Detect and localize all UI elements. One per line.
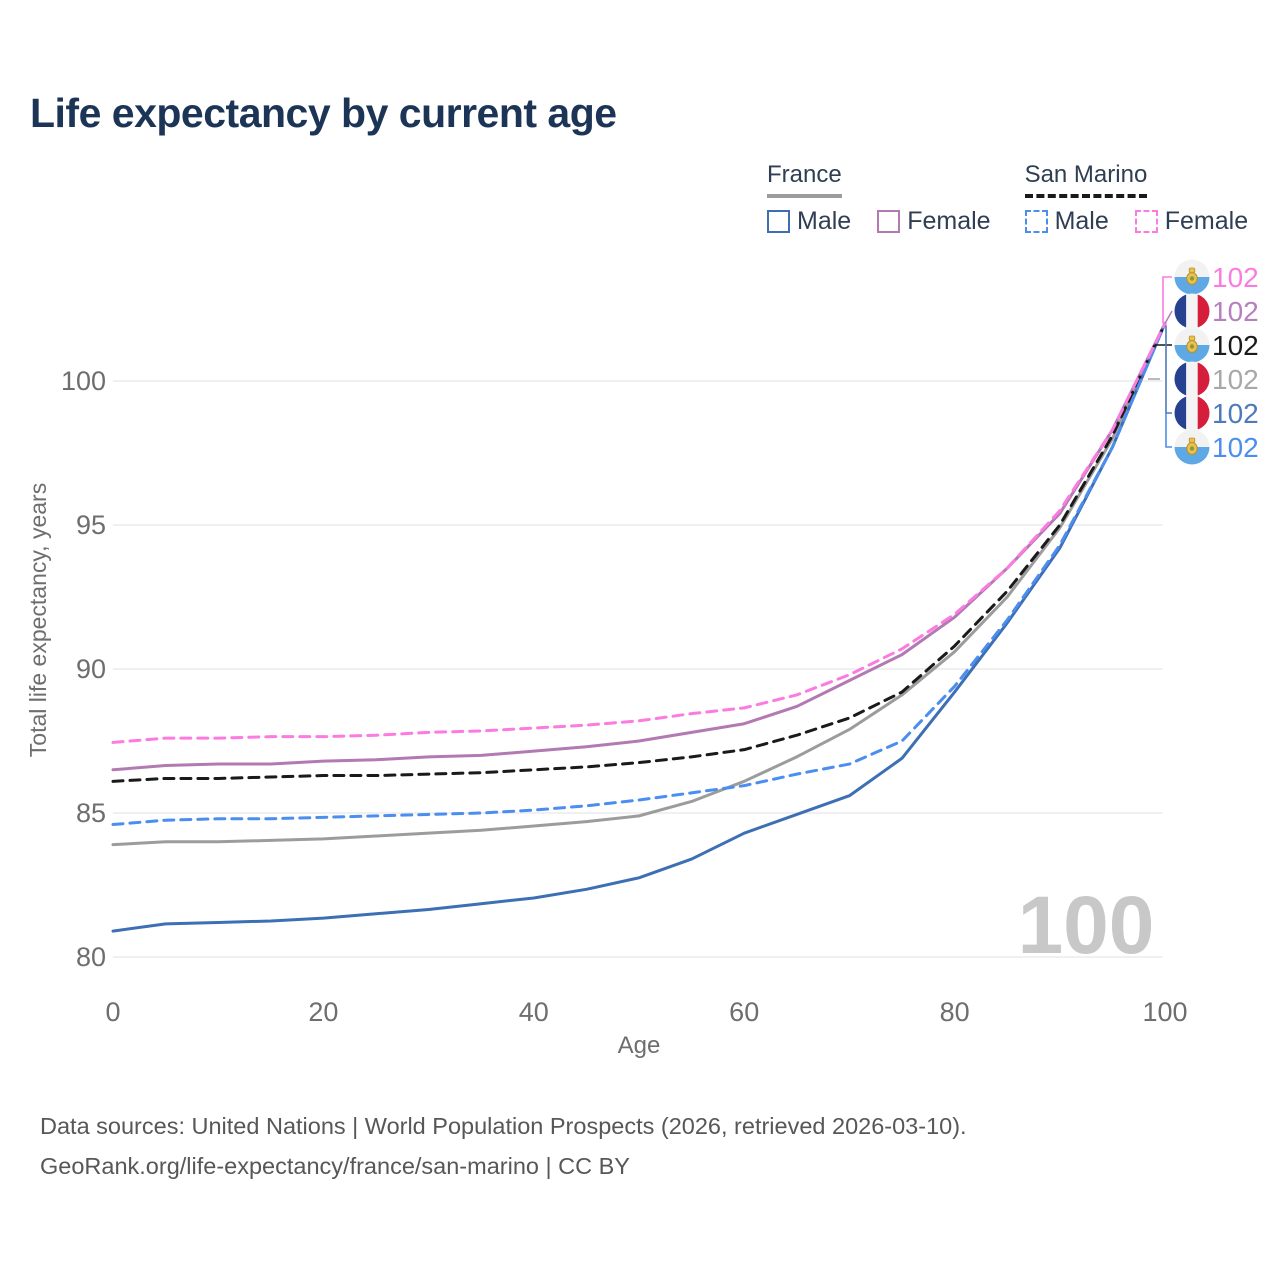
flag-icon-france bbox=[1174, 361, 1210, 397]
france-male-swatch-icon bbox=[767, 210, 790, 233]
legend-item-label: Male bbox=[797, 207, 852, 235]
x-axis-title: Age bbox=[618, 1032, 661, 1059]
flag-icon-san-marino bbox=[1174, 259, 1210, 295]
san-marino-female-swatch-icon bbox=[1134, 210, 1158, 233]
legend-item-label: Female bbox=[907, 207, 991, 235]
legend-item-san-marino-male[interactable]: Male bbox=[1024, 207, 1109, 236]
age-watermark: 100 bbox=[1018, 880, 1155, 971]
series-line-france-female bbox=[111, 321, 1167, 772]
series-line-san-marino-female bbox=[111, 321, 1167, 744]
legend-item-france-female[interactable]: Female bbox=[877, 207, 991, 236]
france-female-swatch-icon bbox=[877, 210, 901, 233]
x-tick-label: 20 bbox=[308, 997, 338, 1027]
legend-country-france[interactable]: France bbox=[767, 161, 842, 198]
page-title: Life expectancy by current age bbox=[30, 90, 617, 136]
legend-item-san-marino-female[interactable]: Female bbox=[1134, 207, 1249, 236]
end-label-leader bbox=[1165, 325, 1172, 414]
y-tick-label: 85 bbox=[76, 798, 106, 828]
legend-group-san-marino: San Marino Male Female bbox=[1024, 161, 1249, 236]
end-value-label: 102 bbox=[1212, 262, 1259, 293]
end-value-label: 102 bbox=[1212, 330, 1259, 361]
y-tick-label: 80 bbox=[76, 942, 106, 972]
end-value-label: 102 bbox=[1212, 398, 1259, 429]
x-tick-label: 60 bbox=[729, 997, 759, 1027]
y-axis-title: Total life expectancy, years bbox=[25, 483, 51, 757]
flag-icon-france bbox=[1174, 395, 1210, 431]
end-label-leader bbox=[1165, 413, 1172, 448]
end-value-label: 102 bbox=[1212, 296, 1259, 327]
legend-item-label: Female bbox=[1164, 207, 1249, 235]
x-tick-label: 0 bbox=[105, 997, 120, 1027]
y-tick-label: 90 bbox=[76, 654, 106, 684]
san-marino-male-swatch-icon bbox=[1024, 210, 1048, 233]
legend-group-france: France Male Female bbox=[767, 161, 991, 236]
flag-icon-san-marino bbox=[1174, 327, 1210, 363]
legend-item-france-male[interactable]: Male bbox=[767, 207, 851, 236]
legend-country-san-marino[interactable]: San Marino bbox=[1024, 161, 1148, 198]
series-line-france-male bbox=[111, 321, 1167, 933]
end-value-label: 102 bbox=[1212, 364, 1259, 395]
data-sources-line: Data sources: United Nations | World Pop… bbox=[40, 1113, 967, 1139]
end-value-label: 102 bbox=[1212, 432, 1259, 463]
series-line-san-marino bbox=[111, 321, 1167, 783]
flag-icon-france bbox=[1174, 293, 1210, 329]
x-tick-label: 40 bbox=[519, 997, 549, 1027]
series-line-france bbox=[111, 321, 1167, 847]
x-tick-label: 80 bbox=[940, 997, 970, 1027]
y-tick-label: 100 bbox=[61, 366, 106, 396]
footer: Data sources: United Nations | World Pop… bbox=[40, 1106, 967, 1186]
attribution-line: GeoRank.org/life-expectancy/france/san-m… bbox=[40, 1153, 630, 1179]
legend: France Male Female San Marino Male bbox=[767, 161, 1248, 236]
y-tick-label: 95 bbox=[76, 510, 106, 540]
flag-icon-san-marino bbox=[1174, 429, 1210, 465]
end-label-leader bbox=[1162, 276, 1172, 324]
legend-item-label: Male bbox=[1054, 207, 1109, 235]
x-tick-label: 100 bbox=[1142, 997, 1187, 1027]
series-line-san-marino-male bbox=[111, 321, 1167, 827]
end-label-leader bbox=[1164, 310, 1173, 324]
